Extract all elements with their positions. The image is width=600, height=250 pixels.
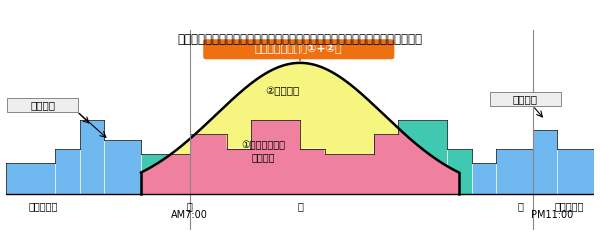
- Polygon shape: [373, 134, 398, 194]
- Text: 朝: 朝: [187, 202, 193, 211]
- Text: 深夜時間帯: 深夜時間帯: [555, 202, 584, 211]
- Text: 太陽光発電システムの一日の発電イメージ図（晴れの日の電力消費パターン）: 太陽光発電システムの一日の発電イメージ図（晴れの日の電力消費パターン）: [178, 33, 422, 46]
- Text: ②売る電力: ②売る電力: [266, 86, 300, 97]
- Polygon shape: [472, 163, 496, 194]
- Polygon shape: [533, 130, 557, 194]
- Polygon shape: [496, 148, 533, 194]
- Polygon shape: [251, 120, 300, 194]
- Text: 夕: 夕: [518, 202, 523, 211]
- Text: ①太陽光発電で
賄う電力: ①太陽光発電で 賄う電力: [241, 141, 285, 162]
- Text: AM7:00: AM7:00: [172, 210, 208, 220]
- Polygon shape: [104, 140, 141, 194]
- Text: 太陽光発電電力（①+②）: 太陽光発電電力（①+②）: [255, 44, 343, 54]
- Polygon shape: [141, 154, 190, 194]
- Polygon shape: [447, 148, 472, 194]
- FancyBboxPatch shape: [7, 98, 78, 112]
- Polygon shape: [79, 120, 104, 194]
- Text: 昼: 昼: [297, 202, 303, 211]
- Text: 深夜時間帯: 深夜時間帯: [28, 202, 58, 211]
- Polygon shape: [325, 154, 373, 194]
- FancyBboxPatch shape: [490, 92, 561, 106]
- Polygon shape: [6, 163, 55, 194]
- Text: 買う電力: 買う電力: [30, 100, 55, 110]
- FancyBboxPatch shape: [203, 39, 394, 59]
- Polygon shape: [398, 120, 447, 194]
- Polygon shape: [55, 148, 79, 194]
- Polygon shape: [190, 134, 227, 194]
- Polygon shape: [300, 148, 325, 194]
- Text: PM11:00: PM11:00: [531, 210, 574, 220]
- Polygon shape: [557, 148, 594, 194]
- Polygon shape: [227, 148, 251, 194]
- Text: 買う電力: 買う電力: [513, 94, 538, 104]
